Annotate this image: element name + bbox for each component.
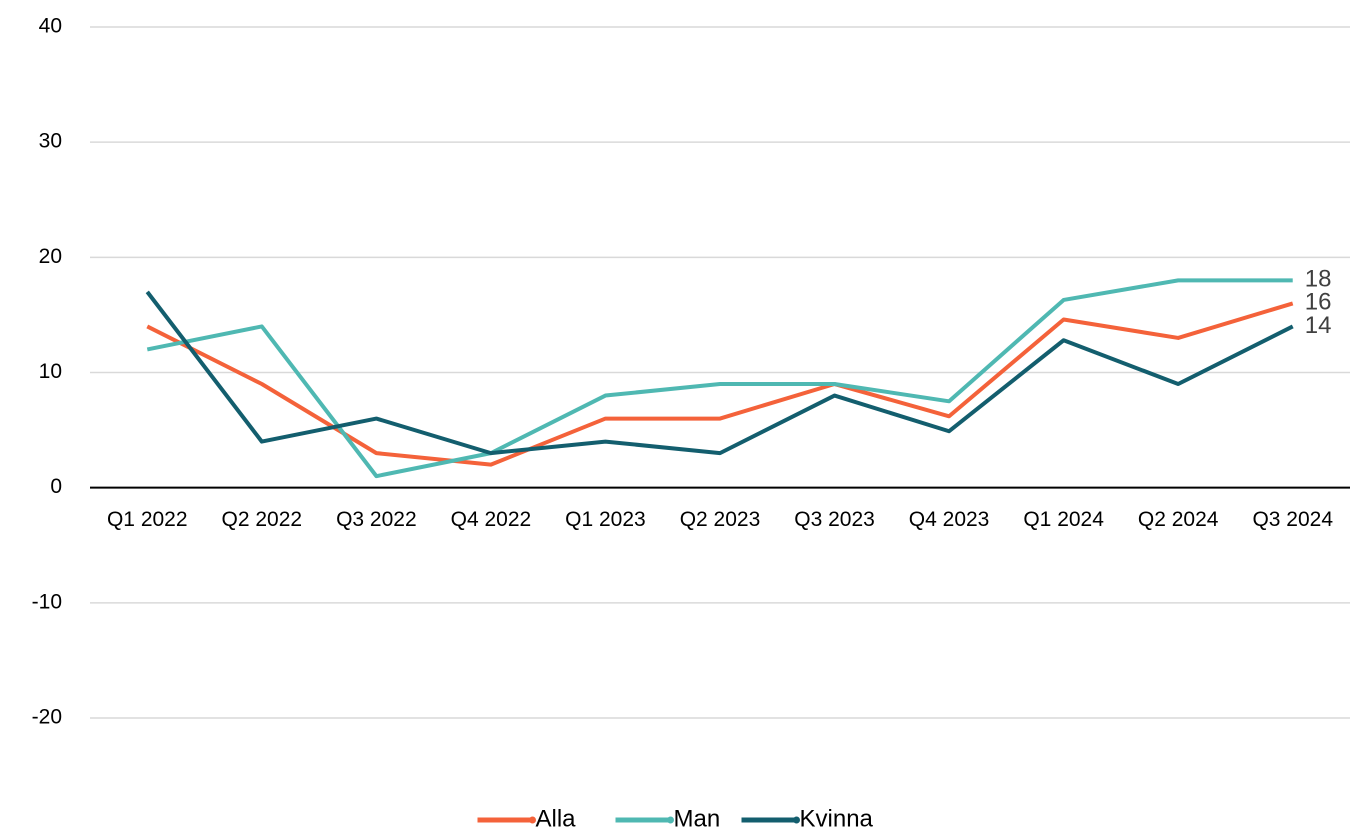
x-tick-label: Q4 2022 (451, 508, 532, 531)
legend-label: Kvinna (800, 805, 874, 832)
x-tick-label: Q2 2024 (1138, 508, 1219, 531)
end-label: 16 (1305, 289, 1332, 316)
x-tick-label: Q4 2023 (909, 508, 990, 531)
x-tick-label: Q2 2022 (222, 508, 303, 531)
x-tick-label: Q3 2023 (794, 508, 875, 531)
x-tick-label: Q1 2024 (1023, 508, 1104, 531)
series-line (146, 278, 1293, 479)
series-line (145, 290, 1294, 456)
y-tick-label: 40 (39, 15, 62, 38)
legend-swatch-end (667, 816, 674, 824)
y-tick-label: 30 (39, 130, 62, 153)
legend-label: Alla (536, 805, 577, 832)
y-tick-label: -20 (32, 706, 62, 729)
y-tick-label: 0 (50, 475, 62, 498)
x-tick-label: Q1 2022 (107, 508, 188, 531)
x-tick-label: Q1 2023 (565, 508, 646, 531)
x-tick-label: Q3 2024 (1252, 508, 1333, 531)
end-label: 14 (1305, 312, 1332, 339)
x-tick-label: Q3 2022 (336, 508, 417, 531)
y-tick-label: -10 (32, 590, 62, 613)
y-tick-label: 10 (39, 360, 62, 383)
y-tick-label: 20 (39, 245, 62, 268)
end-label: 18 (1305, 266, 1332, 293)
legend-swatch-end (793, 816, 800, 824)
legend-swatch-end (529, 816, 536, 824)
series-line (146, 301, 1294, 467)
x-tick-label: Q2 2023 (680, 508, 761, 531)
legend-label: Man (674, 805, 721, 832)
